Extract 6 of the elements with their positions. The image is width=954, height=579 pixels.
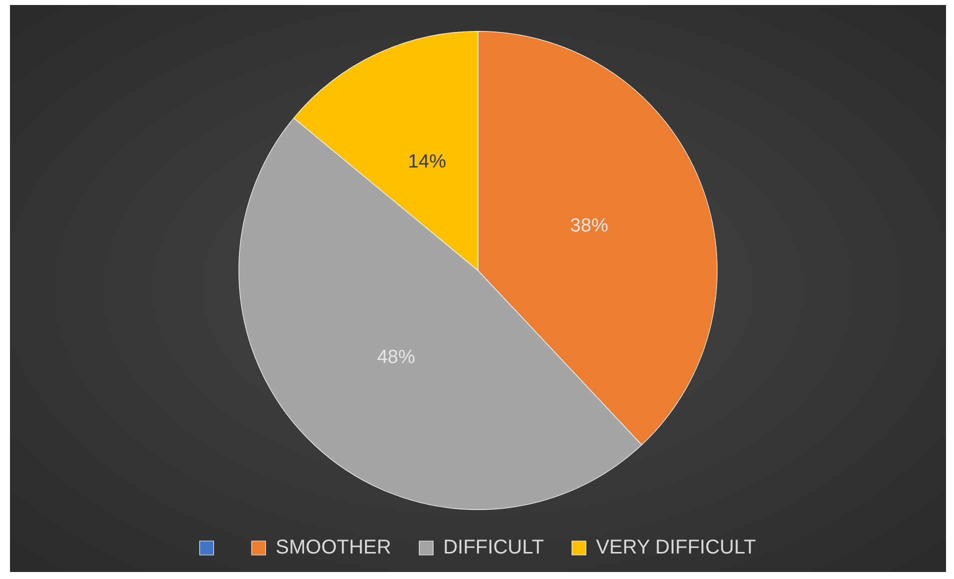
data-label: 14%: [408, 152, 446, 173]
data-label: 38%: [570, 216, 608, 237]
legend-label: SMOOTHER: [276, 536, 392, 559]
legend-label: DIFFICULT: [443, 536, 544, 559]
data-label: 48%: [377, 346, 416, 368]
legend-label: VERY DIFFICULT: [596, 536, 756, 559]
